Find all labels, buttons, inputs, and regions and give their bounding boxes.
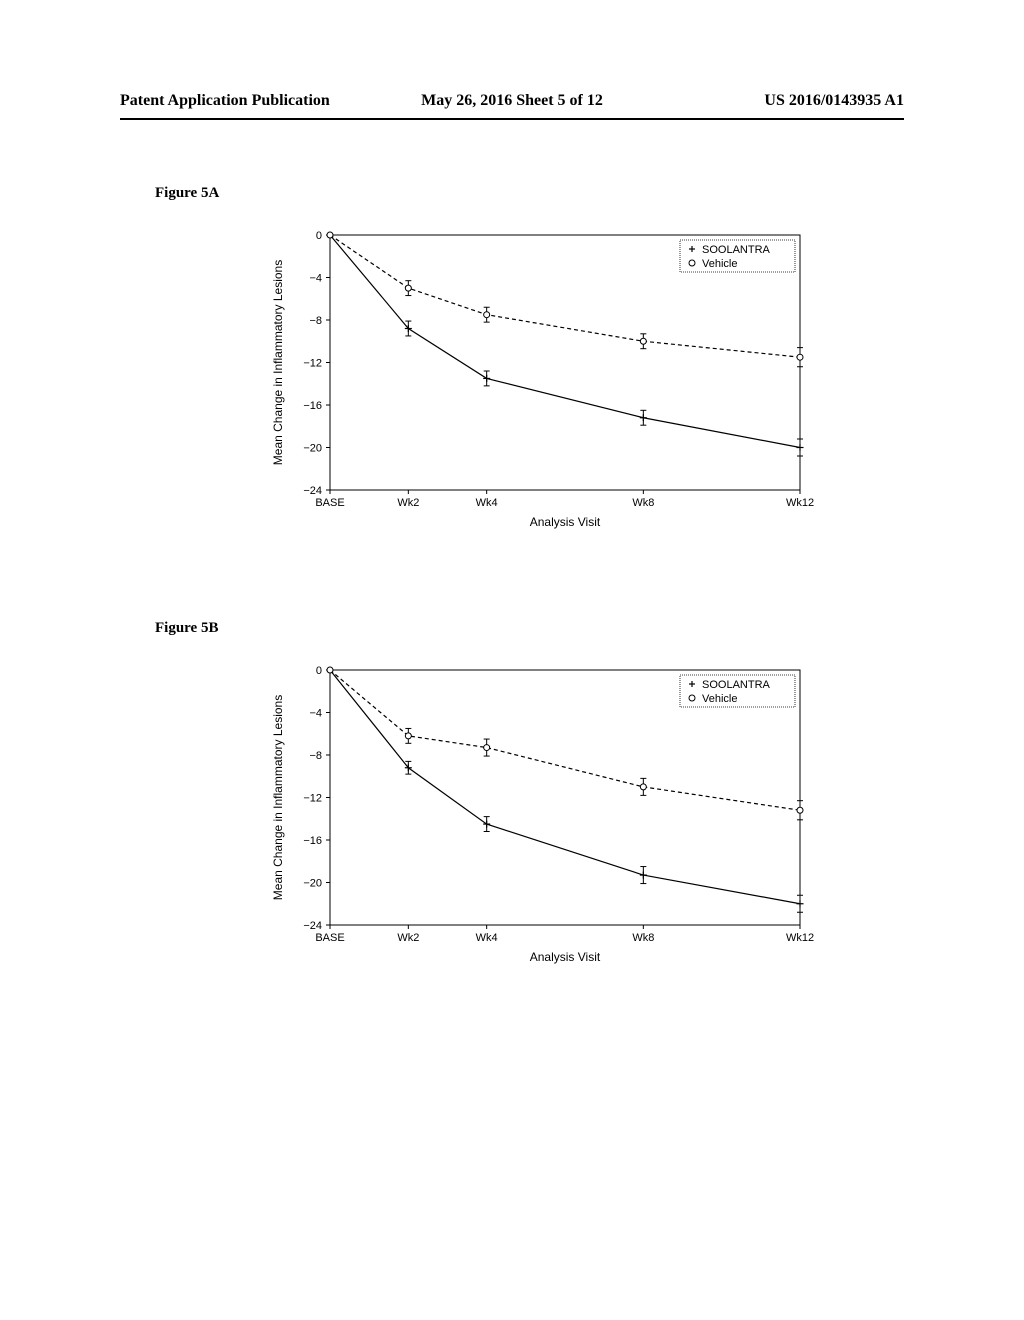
svg-text:SOOLANTRA: SOOLANTRA [702,244,771,256]
svg-text:Wk12: Wk12 [786,497,814,509]
svg-text:Wk2: Wk2 [397,497,419,509]
svg-text:−20: −20 [303,878,322,890]
svg-text:Vehicle: Vehicle [702,258,737,270]
svg-text:−12: −12 [303,358,322,370]
svg-text:BASE: BASE [315,497,344,509]
svg-text:−12: −12 [303,793,322,805]
svg-text:Mean Change in Inflammatory Le: Mean Change in Inflammatory Lesions [271,695,285,900]
svg-text:Vehicle: Vehicle [702,693,737,705]
svg-text:Wk4: Wk4 [476,497,498,509]
svg-text:BASE: BASE [315,932,344,944]
svg-text:Analysis Visit: Analysis Visit [530,515,601,529]
svg-text:−24: −24 [303,485,322,497]
figure-5b-chart: 0 −4 −8 −12 −16 −20 −24BASE Wk2 Wk4 Wk8 Wk12 Analys… [260,655,820,975]
svg-text:−4: −4 [309,708,322,720]
header-center: May 26, 2016 Sheet 5 of 12 [381,92,642,110]
header-right: US 2016/0143935 A1 [643,92,904,110]
svg-text:−16: −16 [303,400,322,412]
svg-text:−4: −4 [309,273,322,285]
page-header: Patent Application Publication May 26, 2… [0,92,1024,110]
svg-text:SOOLANTRA: SOOLANTRA [702,679,771,691]
svg-text:Wk8: Wk8 [632,932,654,944]
svg-text:Wk12: Wk12 [786,932,814,944]
svg-text:Mean Change in Inflammatory Le: Mean Change in Inflammatory Lesions [271,260,285,465]
svg-text:Wk8: Wk8 [632,497,654,509]
figure-5a-chart: 0 −4 −8 −12 −16 −20 −24BASE Wk2 Wk4 Wk8 Wk12 Analys… [260,220,820,540]
figure-5b-label: Figure 5B [155,620,218,637]
svg-text:−8: −8 [309,750,322,762]
svg-text:−8: −8 [309,315,322,327]
svg-text:0: 0 [316,665,322,677]
svg-text:0: 0 [316,230,322,242]
svg-text:−20: −20 [303,443,322,455]
svg-text:Analysis Visit: Analysis Visit [530,950,601,964]
chart-5a-svg: 0 −4 −8 −12 −16 −20 −24BASE Wk2 Wk4 Wk8 Wk12 Analys… [260,220,820,540]
figure-5a-label: Figure 5A [155,185,219,202]
svg-text:Wk2: Wk2 [397,932,419,944]
svg-text:Wk4: Wk4 [476,932,498,944]
svg-text:−24: −24 [303,920,322,932]
header-left: Patent Application Publication [120,92,381,110]
svg-text:−16: −16 [303,835,322,847]
header-rule [120,118,904,120]
chart-5b-svg: 0 −4 −8 −12 −16 −20 −24BASE Wk2 Wk4 Wk8 Wk12 Analys… [260,655,820,975]
